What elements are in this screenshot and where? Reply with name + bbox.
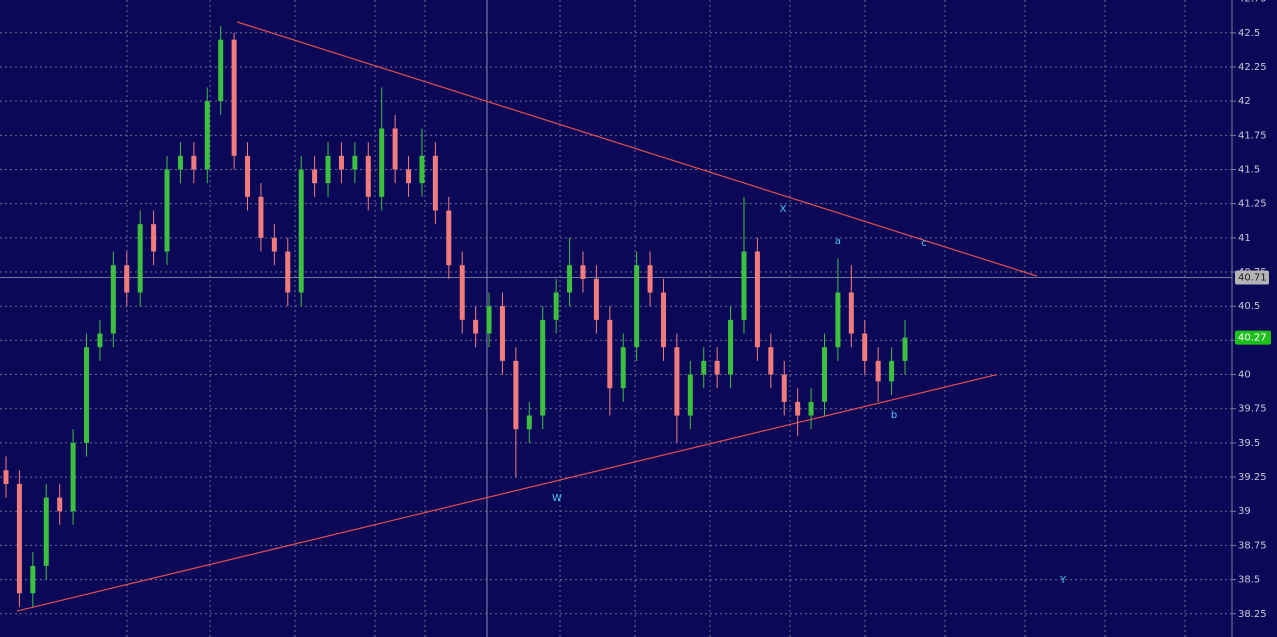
candle-body <box>352 155 358 170</box>
candle-body <box>607 319 613 389</box>
candle-body <box>285 251 291 293</box>
candle-body <box>567 265 573 293</box>
candle-body <box>473 319 479 334</box>
y-tick-label: 42.75 <box>1238 0 1267 5</box>
candle-body <box>580 265 586 279</box>
y-tick-label: 39.5 <box>1238 438 1260 449</box>
candle-body <box>164 169 170 252</box>
candle-body <box>271 237 277 252</box>
candle-body <box>862 333 868 361</box>
wave-label: X <box>780 204 787 215</box>
candle-body <box>379 128 385 197</box>
candle-body <box>191 155 197 170</box>
y-tick-label: 41 <box>1238 233 1251 244</box>
wave-label: b <box>891 410 897 421</box>
last-price-label: 40.27 <box>1238 333 1267 344</box>
candle-body <box>687 374 693 416</box>
candle-body <box>634 265 640 348</box>
y-tick-label: 40.5 <box>1238 301 1260 312</box>
candle-body <box>459 265 465 320</box>
wave-label: c <box>921 238 927 249</box>
candle-body <box>553 292 559 320</box>
y-tick-label: 38.25 <box>1238 609 1267 620</box>
candle-body <box>392 128 398 170</box>
candle-body <box>231 39 237 156</box>
candle-body <box>16 483 22 594</box>
candle-body <box>875 360 881 382</box>
candle-body <box>3 470 9 484</box>
candle-body <box>84 347 90 443</box>
candle-body <box>701 360 707 375</box>
candle-body <box>43 497 49 566</box>
candle-body <box>97 333 103 348</box>
trendline <box>236 21 1038 277</box>
candle-body <box>728 319 734 375</box>
candle-body <box>513 360 519 430</box>
candle-body <box>848 292 854 334</box>
candle-body <box>620 347 626 389</box>
y-tick-label: 38.75 <box>1238 540 1267 551</box>
y-tick-label: 42.25 <box>1238 62 1267 73</box>
candle-body <box>30 565 36 594</box>
candle-body <box>57 497 63 512</box>
candle-body <box>137 224 143 293</box>
candle-body <box>70 442 76 512</box>
y-tick-label: 40 <box>1238 370 1251 381</box>
candle-body <box>902 337 908 361</box>
candle-body <box>526 415 532 430</box>
candle-body <box>365 155 371 197</box>
y-tick-label: 41.75 <box>1238 130 1267 141</box>
wave-label: W <box>552 493 562 504</box>
candle-body <box>204 101 210 170</box>
y-tick-label: 41.5 <box>1238 165 1260 176</box>
crosshair-price-box <box>1235 270 1269 285</box>
candle-body <box>177 155 183 170</box>
y-tick-label: 39.75 <box>1238 404 1267 415</box>
candle-body <box>647 265 653 293</box>
y-tick-label: 42 <box>1238 96 1251 107</box>
candle-body <box>419 155 425 184</box>
candle-body <box>821 347 827 402</box>
candle-body <box>674 347 680 416</box>
y-tick-label: 41.25 <box>1238 199 1267 210</box>
candle-body <box>768 347 774 375</box>
trendline <box>16 373 998 612</box>
candle-body <box>110 265 116 334</box>
candle-body <box>218 39 224 102</box>
candle-body <box>298 169 304 293</box>
candle-body <box>486 306 492 334</box>
candle-body <box>714 360 720 375</box>
crosshair-price-label: 40.71 <box>1238 272 1267 283</box>
candle-body <box>741 251 747 320</box>
time-grid <box>126 0 1186 637</box>
candle-body <box>795 401 801 416</box>
candle-body <box>593 278 599 320</box>
candle-body <box>889 360 895 382</box>
y-tick-label: 38.5 <box>1238 575 1260 586</box>
candle-body <box>446 210 452 266</box>
y-tick-label: 39.25 <box>1238 472 1267 483</box>
last-price-box <box>1235 330 1271 345</box>
candle-body <box>781 374 787 402</box>
wave-label: Y <box>1059 575 1067 586</box>
candle-body <box>245 155 251 197</box>
candle-body <box>660 292 666 348</box>
candle-body <box>540 319 546 416</box>
candle-body <box>406 169 412 184</box>
y-tick-label: 42.5 <box>1238 28 1260 39</box>
y-tick-label: 39 <box>1238 506 1251 517</box>
candle-body <box>312 169 318 184</box>
candle-body <box>325 155 331 184</box>
candle-body <box>835 292 841 348</box>
candle-body <box>338 155 344 170</box>
candle-body <box>432 155 438 211</box>
candle-body <box>124 265 130 293</box>
candle-body <box>151 224 157 252</box>
candle-body <box>808 401 814 416</box>
candle-body <box>258 196 264 238</box>
candle-body <box>499 306 505 361</box>
candle-body <box>754 251 760 348</box>
wave-label: a <box>835 236 841 247</box>
